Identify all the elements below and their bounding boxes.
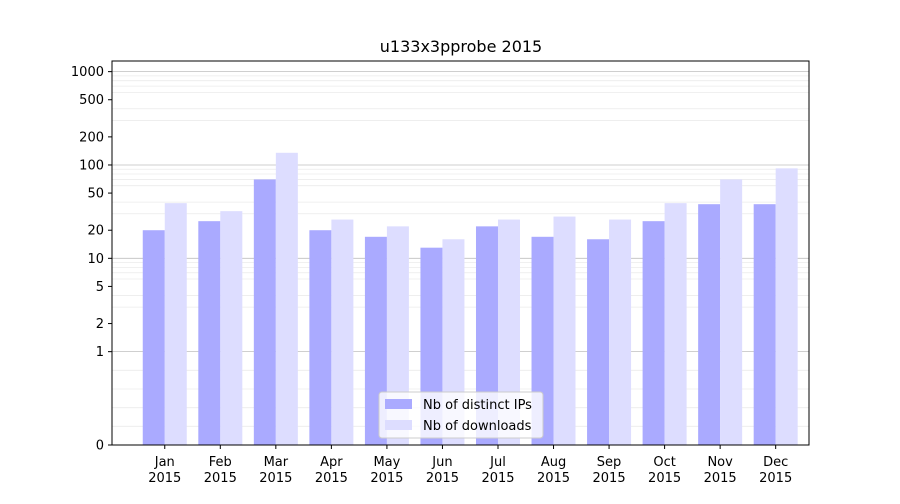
bar-distinct-ips (475, 226, 498, 445)
x-tick-label: Jan 2015 (148, 455, 181, 486)
y-tick-label: 1 (96, 345, 104, 360)
bar-distinct-ips (309, 230, 332, 445)
bar-distinct-ips (753, 204, 776, 445)
plot-frame (111, 60, 810, 446)
x-tick-label: Jun 2015 (426, 455, 459, 486)
axis-layer: 0 1 2 5 10 20 50 100 200 500 1000 Jan 2015 Feb 2015 Mar… (71, 65, 792, 486)
legend-box (378, 391, 544, 439)
bar-downloads (220, 211, 243, 445)
legend-label: Nb of distinct IPs (423, 398, 532, 413)
x-tick-label: May 2015 (370, 455, 403, 486)
y-tick-label: 5 (96, 280, 104, 295)
y-tick-label: 20 (87, 224, 104, 239)
y-tick-label: 2 (96, 317, 104, 332)
x-tick-label: Sep 2015 (593, 455, 626, 486)
legend-swatch (385, 420, 412, 430)
bar-downloads (553, 216, 576, 445)
y-tick-label: 0 (96, 439, 104, 454)
bar-distinct-ips (142, 230, 165, 445)
bar-distinct-ips (587, 239, 610, 445)
bar-downloads (664, 203, 687, 445)
x-tick-label: Dec 2015 (759, 455, 792, 486)
bar-downloads (775, 168, 798, 445)
bar-distinct-ips (253, 179, 276, 445)
bar-downloads (720, 179, 743, 445)
legend-label: Nb of downloads (423, 419, 532, 434)
chart-title: u133x3pprobe 2015 (380, 37, 542, 56)
bar-distinct-ips (698, 204, 721, 445)
y-tick-label: 200 (79, 130, 104, 145)
x-tick-label: Aug 2015 (537, 455, 570, 486)
bar-downloads (497, 219, 520, 445)
bar-downloads (386, 226, 409, 445)
bar-downloads (164, 203, 187, 445)
x-tick-label: Apr 2015 (315, 455, 348, 486)
y-tick-label: 1000 (71, 65, 104, 80)
x-tick-label: Nov 2015 (704, 455, 737, 486)
y-tick-label: 500 (79, 93, 104, 108)
bar-distinct-ips (198, 221, 221, 445)
bar-downloads (331, 219, 354, 445)
y-tick-label: 10 (87, 252, 104, 267)
x-tick-label: Mar 2015 (259, 455, 292, 486)
x-tick-label: Oct 2015 (648, 455, 681, 486)
x-tick-label: Jul 2015 (481, 455, 514, 486)
legend-swatch (385, 399, 412, 409)
bar-distinct-ips (642, 221, 665, 445)
x-tick-label: Feb 2015 (204, 455, 237, 486)
y-tick-label: 50 (87, 187, 104, 202)
y-tick-label: 100 (79, 158, 104, 173)
bar-downloads (275, 152, 298, 445)
legend: Nb of distinct IPs Nb of downloads (378, 391, 544, 439)
bar-downloads (609, 219, 632, 445)
